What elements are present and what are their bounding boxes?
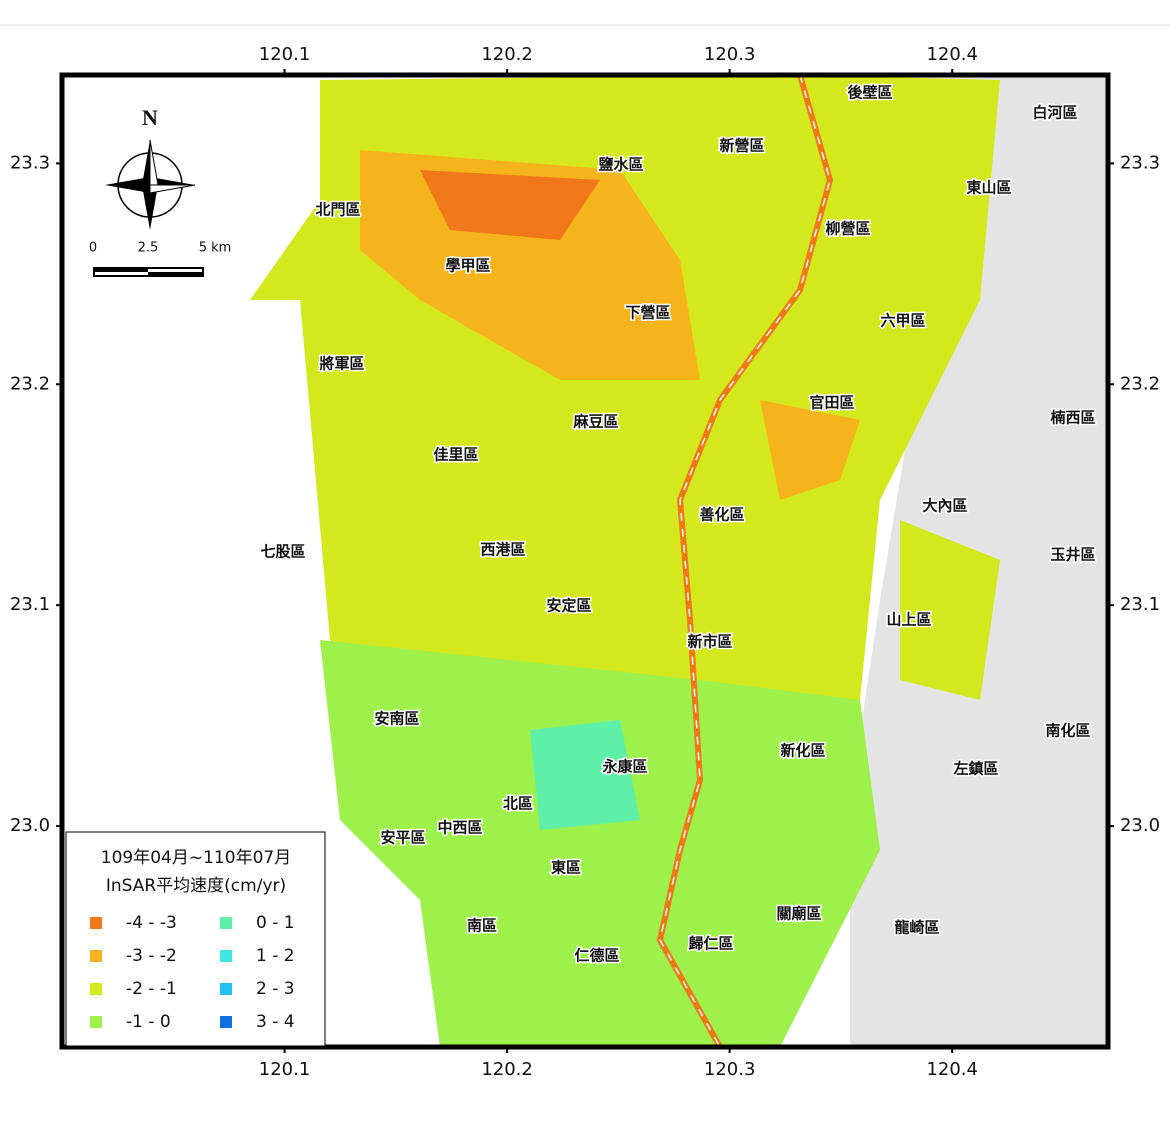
legend-swatch (220, 950, 232, 962)
legend-label: 0 - 1 (256, 913, 295, 933)
district-label: 關廟區 (776, 905, 821, 923)
legend-title: 109年04月~110年07月 (101, 848, 291, 868)
district-label: 安平區 (380, 829, 425, 847)
district-label: 西港區 (480, 541, 525, 559)
y-tick-label: 23.1 (10, 594, 50, 615)
scale-label: 5 km (199, 241, 232, 256)
district-label: 歸仁區 (688, 935, 733, 953)
x-tick-label: 120.3 (704, 44, 756, 65)
map-area (59, 72, 1111, 1050)
district-label: 白河區 (1032, 104, 1077, 122)
y-tick-label: 23.3 (1120, 152, 1160, 173)
x-tick-label: 120.2 (481, 44, 533, 65)
district-label: 北區 (503, 795, 533, 813)
y-tick-label: 23.3 (10, 152, 50, 173)
district-label: 南區 (467, 917, 497, 935)
district-label: 安定區 (546, 597, 591, 615)
district-label: 左鎮區 (952, 760, 998, 778)
scale-bar: 0 2.5 5 km (89, 241, 231, 277)
district-label: 大內區 (922, 497, 967, 515)
legend-swatch (90, 950, 102, 962)
district-label: 下營區 (625, 304, 670, 322)
legend-swatch (90, 983, 102, 995)
district-label: 麻豆區 (572, 413, 618, 431)
district-label: 永康區 (601, 758, 647, 776)
scale-label: 2.5 (138, 241, 159, 256)
y-tick-label: 23.0 (10, 815, 50, 836)
district-label: 南化區 (1045, 722, 1090, 740)
district-label: 新化區 (780, 742, 825, 760)
axis-ticks: 120.1 120.1 120.2 120.2 120.3 120.3 120.4 120.4… (10, 44, 1160, 1080)
district-label: 山上區 (886, 611, 931, 629)
district-label: 安南區 (374, 710, 419, 728)
district-label: 佳里區 (433, 446, 478, 464)
district-label: 龍崎區 (894, 919, 939, 937)
district-label: 學甲區 (445, 257, 490, 275)
district-label: 鹽水區 (598, 156, 643, 174)
y-tick-label: 23.2 (1120, 373, 1160, 394)
legend-swatch (220, 917, 232, 929)
y-tick-label: 23.1 (1120, 594, 1160, 615)
legend-label: -4 - -3 (126, 913, 177, 933)
y-tick-label: 23.2 (10, 373, 50, 394)
legend-swatch (90, 917, 102, 929)
legend-swatch (220, 983, 232, 995)
x-tick-label: 120.4 (926, 1059, 978, 1080)
x-tick-label: 120.1 (259, 44, 311, 65)
district-label: 仁德區 (574, 947, 619, 965)
district-label: 柳營區 (825, 220, 870, 238)
district-label: 楠西區 (1050, 409, 1095, 427)
district-label: 北門區 (315, 201, 360, 219)
district-label: 中西區 (437, 819, 482, 837)
district-label: 六甲區 (880, 312, 925, 330)
legend-label: -2 - -1 (126, 979, 177, 999)
district-label: 七股區 (260, 543, 305, 561)
district-label: 善化區 (699, 506, 744, 524)
y-tick-label: 23.0 (1120, 815, 1160, 836)
district-label: 後壁區 (846, 84, 892, 102)
north-label: N (142, 105, 158, 130)
x-tick-label: 120.2 (481, 1059, 533, 1080)
legend-label: -1 - 0 (126, 1012, 171, 1032)
district-label: 新營區 (719, 137, 764, 155)
x-tick-label: 120.4 (926, 44, 978, 65)
x-tick-label: 120.1 (259, 1059, 311, 1080)
district-label: 玉井區 (1050, 546, 1095, 564)
north-arrow: N (105, 105, 196, 230)
legend-label: -3 - -2 (126, 946, 177, 966)
legend-label: 2 - 3 (256, 979, 295, 999)
district-label: 東山區 (966, 179, 1011, 197)
district-label: 官田區 (809, 394, 854, 412)
x-tick-label: 120.3 (704, 1059, 756, 1080)
legend-label: 1 - 2 (256, 946, 295, 966)
legend-label: 3 - 4 (256, 1012, 295, 1032)
district-label: 新市區 (687, 633, 732, 651)
district-label: 東區 (551, 859, 581, 877)
legend-title: InSAR平均速度(cm/yr) (106, 876, 286, 896)
scale-label: 0 (89, 241, 97, 256)
district-label: 將軍區 (319, 355, 364, 373)
legend-swatch (220, 1016, 232, 1028)
legend-swatch (90, 1016, 102, 1028)
legend: 109年04月~110年07月 InSAR平均速度(cm/yr) -4 - -3… (65, 831, 326, 1047)
